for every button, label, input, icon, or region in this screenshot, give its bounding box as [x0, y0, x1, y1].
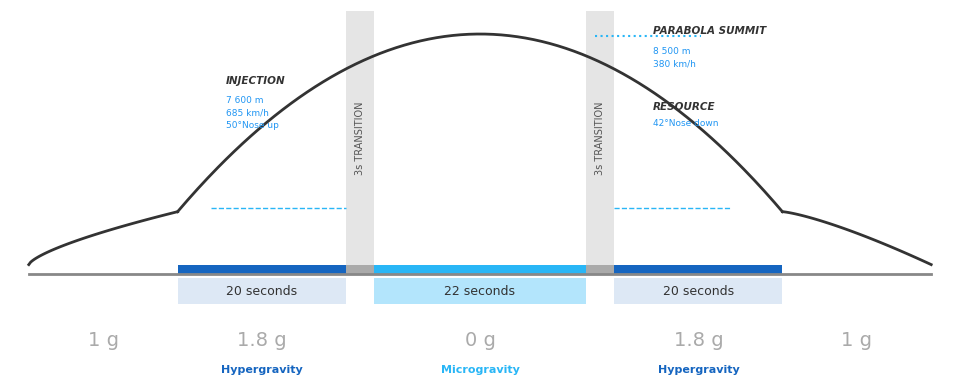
Bar — [374, 265, 586, 274]
Text: 1 g: 1 g — [87, 331, 119, 350]
Text: 1.8 g: 1.8 g — [237, 331, 286, 350]
Text: 1.8 g: 1.8 g — [674, 331, 723, 350]
Text: 22 seconds: 22 seconds — [444, 285, 516, 297]
Text: 0 g: 0 g — [465, 331, 495, 350]
Text: INJECTION: INJECTION — [226, 76, 285, 85]
Text: 42°Nose down: 42°Nose down — [653, 119, 718, 128]
Bar — [374, 278, 586, 304]
Bar — [346, 11, 374, 265]
Text: 7 600 m
685 km/h
50°Nose up: 7 600 m 685 km/h 50°Nose up — [226, 96, 278, 130]
Bar — [178, 278, 346, 304]
Text: 20 seconds: 20 seconds — [662, 285, 734, 297]
Bar — [586, 11, 614, 265]
Text: Hypergravity: Hypergravity — [658, 366, 739, 375]
Text: Hypergravity: Hypergravity — [221, 366, 302, 375]
Bar — [614, 265, 782, 274]
Bar — [614, 278, 782, 304]
Text: 8 500 m
380 km/h: 8 500 m 380 km/h — [653, 47, 696, 69]
Text: RESOURCE: RESOURCE — [653, 102, 715, 112]
Text: Microgravity: Microgravity — [441, 366, 519, 375]
Bar — [346, 265, 374, 274]
Text: 1 g: 1 g — [841, 331, 873, 350]
Text: 3s TRANSITION: 3s TRANSITION — [355, 101, 365, 175]
Text: PARABOLA SUMMIT: PARABOLA SUMMIT — [653, 26, 766, 36]
Text: 20 seconds: 20 seconds — [226, 285, 298, 297]
Bar — [178, 265, 346, 274]
Text: 3s TRANSITION: 3s TRANSITION — [595, 101, 605, 175]
Bar — [586, 265, 614, 274]
